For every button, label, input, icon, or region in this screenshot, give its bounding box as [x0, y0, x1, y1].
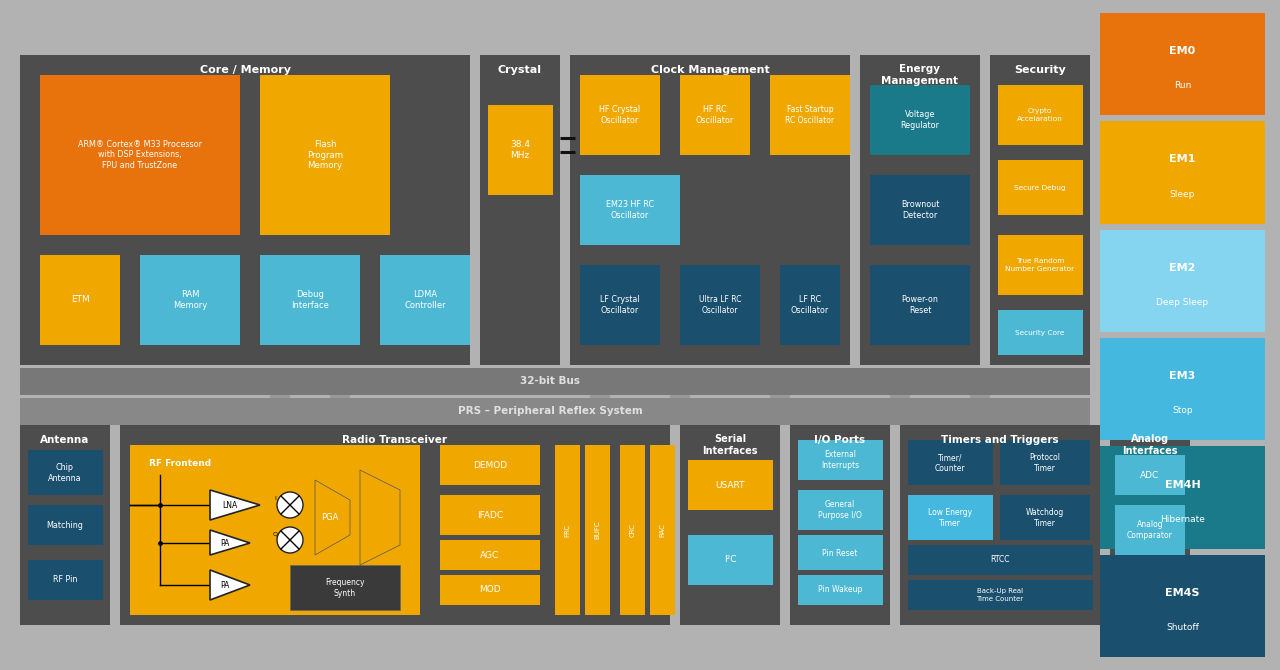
FancyBboxPatch shape — [488, 105, 553, 195]
FancyBboxPatch shape — [590, 371, 611, 425]
Text: Ultra LF RC
Oscillator: Ultra LF RC Oscillator — [699, 295, 741, 315]
Text: HF Crystal
Oscillator: HF Crystal Oscillator — [599, 105, 640, 125]
Text: I: I — [274, 496, 276, 502]
Text: USART: USART — [716, 480, 745, 490]
FancyBboxPatch shape — [480, 55, 561, 365]
Polygon shape — [210, 530, 250, 555]
Text: Hibernate: Hibernate — [1160, 515, 1204, 524]
FancyBboxPatch shape — [669, 371, 690, 425]
Text: Shutoff: Shutoff — [1166, 623, 1199, 632]
FancyBboxPatch shape — [900, 425, 1100, 625]
Text: RAC: RAC — [659, 523, 666, 537]
Text: True Random
Number Generator: True Random Number Generator — [1005, 259, 1075, 271]
Text: Crystal: Crystal — [498, 65, 541, 75]
Text: Analog
Interfaces: Analog Interfaces — [1123, 434, 1178, 456]
Text: Deep Sleep: Deep Sleep — [1156, 298, 1208, 307]
Text: ARM® Cortex® M33 Processor
with DSP Extensions,
FPU and TrustZone: ARM® Cortex® M33 Processor with DSP Exte… — [78, 140, 202, 170]
Text: RAM
Memory: RAM Memory — [173, 290, 207, 310]
Text: Energy
Management: Energy Management — [882, 64, 959, 86]
FancyBboxPatch shape — [680, 425, 780, 625]
Text: EM1: EM1 — [1170, 155, 1196, 165]
FancyBboxPatch shape — [120, 425, 669, 625]
Text: Analog
Comparator: Analog Comparator — [1128, 520, 1172, 540]
Text: Brownout
Detector: Brownout Detector — [901, 200, 940, 220]
Text: Protocol
Timer: Protocol Timer — [1029, 453, 1061, 473]
FancyBboxPatch shape — [330, 371, 349, 425]
Text: Serial
Interfaces: Serial Interfaces — [703, 434, 758, 456]
FancyBboxPatch shape — [790, 425, 890, 625]
Text: ETM: ETM — [70, 295, 90, 304]
Text: LF RC
Oscillator: LF RC Oscillator — [791, 295, 829, 315]
FancyBboxPatch shape — [689, 460, 773, 510]
Text: DEMOD: DEMOD — [472, 460, 507, 470]
FancyBboxPatch shape — [860, 55, 980, 365]
FancyBboxPatch shape — [870, 85, 970, 155]
Text: External
Interrupts: External Interrupts — [820, 450, 859, 470]
Text: I²C: I²C — [723, 555, 736, 565]
FancyBboxPatch shape — [1115, 455, 1185, 495]
Text: 38.4
MHz: 38.4 MHz — [509, 140, 530, 160]
Text: Stop: Stop — [1172, 406, 1193, 415]
FancyBboxPatch shape — [556, 445, 580, 615]
FancyBboxPatch shape — [585, 445, 611, 615]
Circle shape — [276, 527, 303, 553]
Text: HF RC
Oscillator: HF RC Oscillator — [696, 105, 735, 125]
FancyBboxPatch shape — [908, 545, 1093, 575]
FancyBboxPatch shape — [1100, 13, 1265, 115]
Text: ADC: ADC — [1140, 470, 1160, 480]
FancyBboxPatch shape — [1110, 425, 1190, 625]
FancyBboxPatch shape — [28, 505, 102, 545]
FancyBboxPatch shape — [998, 235, 1083, 295]
FancyBboxPatch shape — [970, 371, 989, 425]
FancyBboxPatch shape — [440, 540, 540, 570]
FancyBboxPatch shape — [998, 160, 1083, 215]
Text: EM0: EM0 — [1170, 46, 1196, 56]
FancyBboxPatch shape — [680, 75, 750, 155]
Text: Frequency
Synth: Frequency Synth — [325, 578, 365, 598]
Text: LDMA
Controller: LDMA Controller — [404, 290, 445, 310]
FancyBboxPatch shape — [1100, 338, 1265, 440]
FancyBboxPatch shape — [771, 371, 790, 425]
FancyBboxPatch shape — [1000, 440, 1091, 485]
FancyBboxPatch shape — [440, 445, 540, 485]
Text: Antenna: Antenna — [40, 435, 90, 445]
Text: Fast Startup
RC Oscillator: Fast Startup RC Oscillator — [786, 105, 835, 125]
Text: Crypto
Accelaration: Crypto Accelaration — [1018, 109, 1062, 122]
Text: Security Core: Security Core — [1015, 330, 1065, 336]
Text: EM2: EM2 — [1170, 263, 1196, 273]
FancyBboxPatch shape — [20, 398, 1091, 425]
Text: FRC: FRC — [564, 523, 571, 537]
FancyBboxPatch shape — [1000, 495, 1091, 540]
FancyBboxPatch shape — [689, 535, 773, 585]
Text: Security: Security — [1014, 65, 1066, 75]
Text: Back-Up Real
Time Counter: Back-Up Real Time Counter — [977, 588, 1024, 602]
FancyBboxPatch shape — [1100, 230, 1265, 332]
FancyBboxPatch shape — [260, 75, 390, 235]
FancyBboxPatch shape — [1115, 505, 1185, 555]
Text: EM23 HF RC
Oscillator: EM23 HF RC Oscillator — [605, 200, 654, 220]
FancyBboxPatch shape — [650, 445, 675, 615]
FancyBboxPatch shape — [440, 495, 540, 535]
FancyBboxPatch shape — [580, 265, 660, 345]
FancyBboxPatch shape — [908, 495, 993, 540]
FancyBboxPatch shape — [580, 175, 680, 245]
Text: Radio Transceiver: Radio Transceiver — [343, 435, 448, 445]
Polygon shape — [210, 490, 260, 520]
FancyBboxPatch shape — [870, 175, 970, 245]
Polygon shape — [315, 480, 349, 555]
FancyBboxPatch shape — [797, 440, 883, 480]
FancyBboxPatch shape — [20, 425, 110, 625]
Text: Pin Wakeup: Pin Wakeup — [818, 586, 863, 594]
Text: I/O Ports: I/O Ports — [814, 435, 865, 445]
FancyBboxPatch shape — [260, 255, 360, 345]
FancyBboxPatch shape — [380, 255, 470, 345]
FancyBboxPatch shape — [440, 575, 540, 605]
Text: Core / Memory: Core / Memory — [200, 65, 291, 75]
FancyBboxPatch shape — [291, 565, 399, 610]
FancyBboxPatch shape — [797, 490, 883, 530]
Text: Watchdog
Timer: Watchdog Timer — [1025, 508, 1064, 528]
Text: LF Crystal
Oscillator: LF Crystal Oscillator — [600, 295, 640, 315]
Text: EM4H: EM4H — [1165, 480, 1201, 490]
Text: Chip
Antenna: Chip Antenna — [49, 463, 82, 483]
